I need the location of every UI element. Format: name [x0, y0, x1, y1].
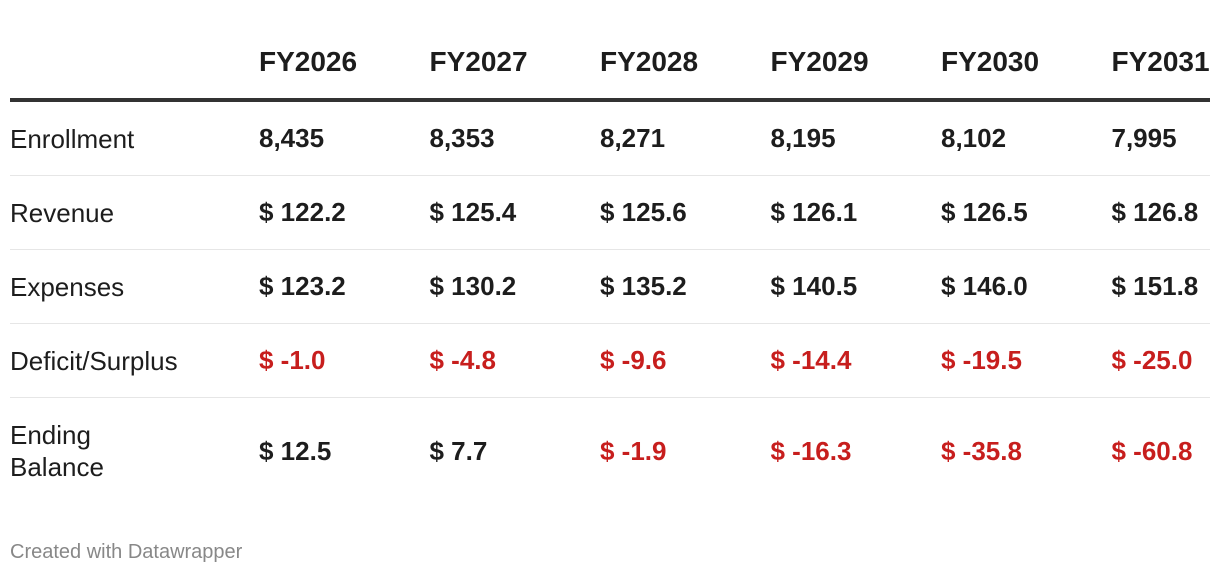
- row: Revenue $ 122.2 $ 125.4 $ 125.6 $ 126.1 $ 126…: [10, 175, 1210, 250]
- cell: $ -60.8: [1111, 435, 1193, 466]
- cell: $ 151.8: [1111, 249, 1210, 324]
- column-header: FY2026: [259, 26, 430, 102]
- column-header: FY2030: [941, 26, 1112, 102]
- cell: $ 123.2: [259, 249, 430, 324]
- cell: $ -1.0: [259, 323, 430, 398]
- cell: 7,995: [1111, 100, 1210, 176]
- column-header: FY2029: [770, 26, 941, 102]
- cell: $ 7.7: [429, 435, 488, 466]
- cell: $ -14.4: [770, 323, 941, 398]
- table-body: Enrollment 8,435 8,353 8,271 8,195 8,102 7,995…: [10, 100, 1210, 504]
- credit: Created with Datawrapper: [10, 541, 243, 563]
- row-label: Revenue: [10, 175, 259, 250]
- cell: $ 126.5: [941, 175, 1112, 250]
- cell: 8,271: [600, 100, 771, 176]
- row: Deficit/Surplus $ -1.0 $ -4.8 $ -9.6 $ -14.4…: [10, 323, 1210, 398]
- cell: 8,353: [429, 100, 600, 176]
- column-header: FY2031: [1111, 26, 1210, 102]
- table: FY2026 FY2027 FY2028 FY2029 FY2030 FY2031 Enr…: [10, 26, 1210, 504]
- cell: $ 122.2: [259, 175, 430, 250]
- row-label: Deficit/Surplus: [10, 323, 259, 398]
- cell: $ 140.5: [770, 249, 941, 324]
- cell: 8,435: [259, 100, 430, 176]
- header-blank: [10, 26, 259, 102]
- cell: $ 126.1: [770, 175, 941, 250]
- row-label: Enrollment: [10, 100, 259, 176]
- cell: $ -1.9: [600, 435, 667, 466]
- row: Expenses $ 123.2 $ 130.2 $ 135.2 $ 140.5 $ 14…: [10, 249, 1210, 324]
- cell: $ 125.4: [429, 175, 600, 250]
- cell: $ -25.0: [1111, 323, 1210, 398]
- cell: $ -35.8: [941, 435, 1022, 466]
- cell: 8,195: [770, 100, 941, 176]
- cell: $ 12.5: [259, 435, 332, 466]
- cell: $ -9.6: [600, 323, 771, 398]
- cell: $ -4.8: [429, 323, 600, 398]
- header-row: FY2026 FY2027 FY2028 FY2029 FY2030 FY2031: [10, 26, 1210, 102]
- cell: $ -16.3: [770, 435, 852, 466]
- row: Ending Balance $ 12.5 $ 7.7 $ -1.9 $ -16.3 $ …: [10, 398, 1210, 505]
- column-header: FY2027: [429, 26, 600, 102]
- cell: $ -19.5: [941, 323, 1112, 398]
- cell: $ 125.6: [600, 175, 771, 250]
- cell: $ 126.8: [1111, 175, 1210, 250]
- column-header: FY2028: [600, 26, 771, 102]
- cell: $ 146.0: [941, 249, 1112, 324]
- cell: 8,102: [941, 100, 1112, 176]
- table-wrap: FY2026 FY2027 FY2028 FY2029 FY2030 FY2031 Enr…: [10, 26, 1210, 504]
- row: Enrollment 8,435 8,353 8,271 8,195 8,102 7,995: [10, 100, 1210, 176]
- cell: $ 130.2: [429, 249, 600, 324]
- row-label: Ending Balance: [10, 420, 104, 482]
- cell: $ 135.2: [600, 249, 771, 324]
- row-label: Expenses: [10, 249, 259, 324]
